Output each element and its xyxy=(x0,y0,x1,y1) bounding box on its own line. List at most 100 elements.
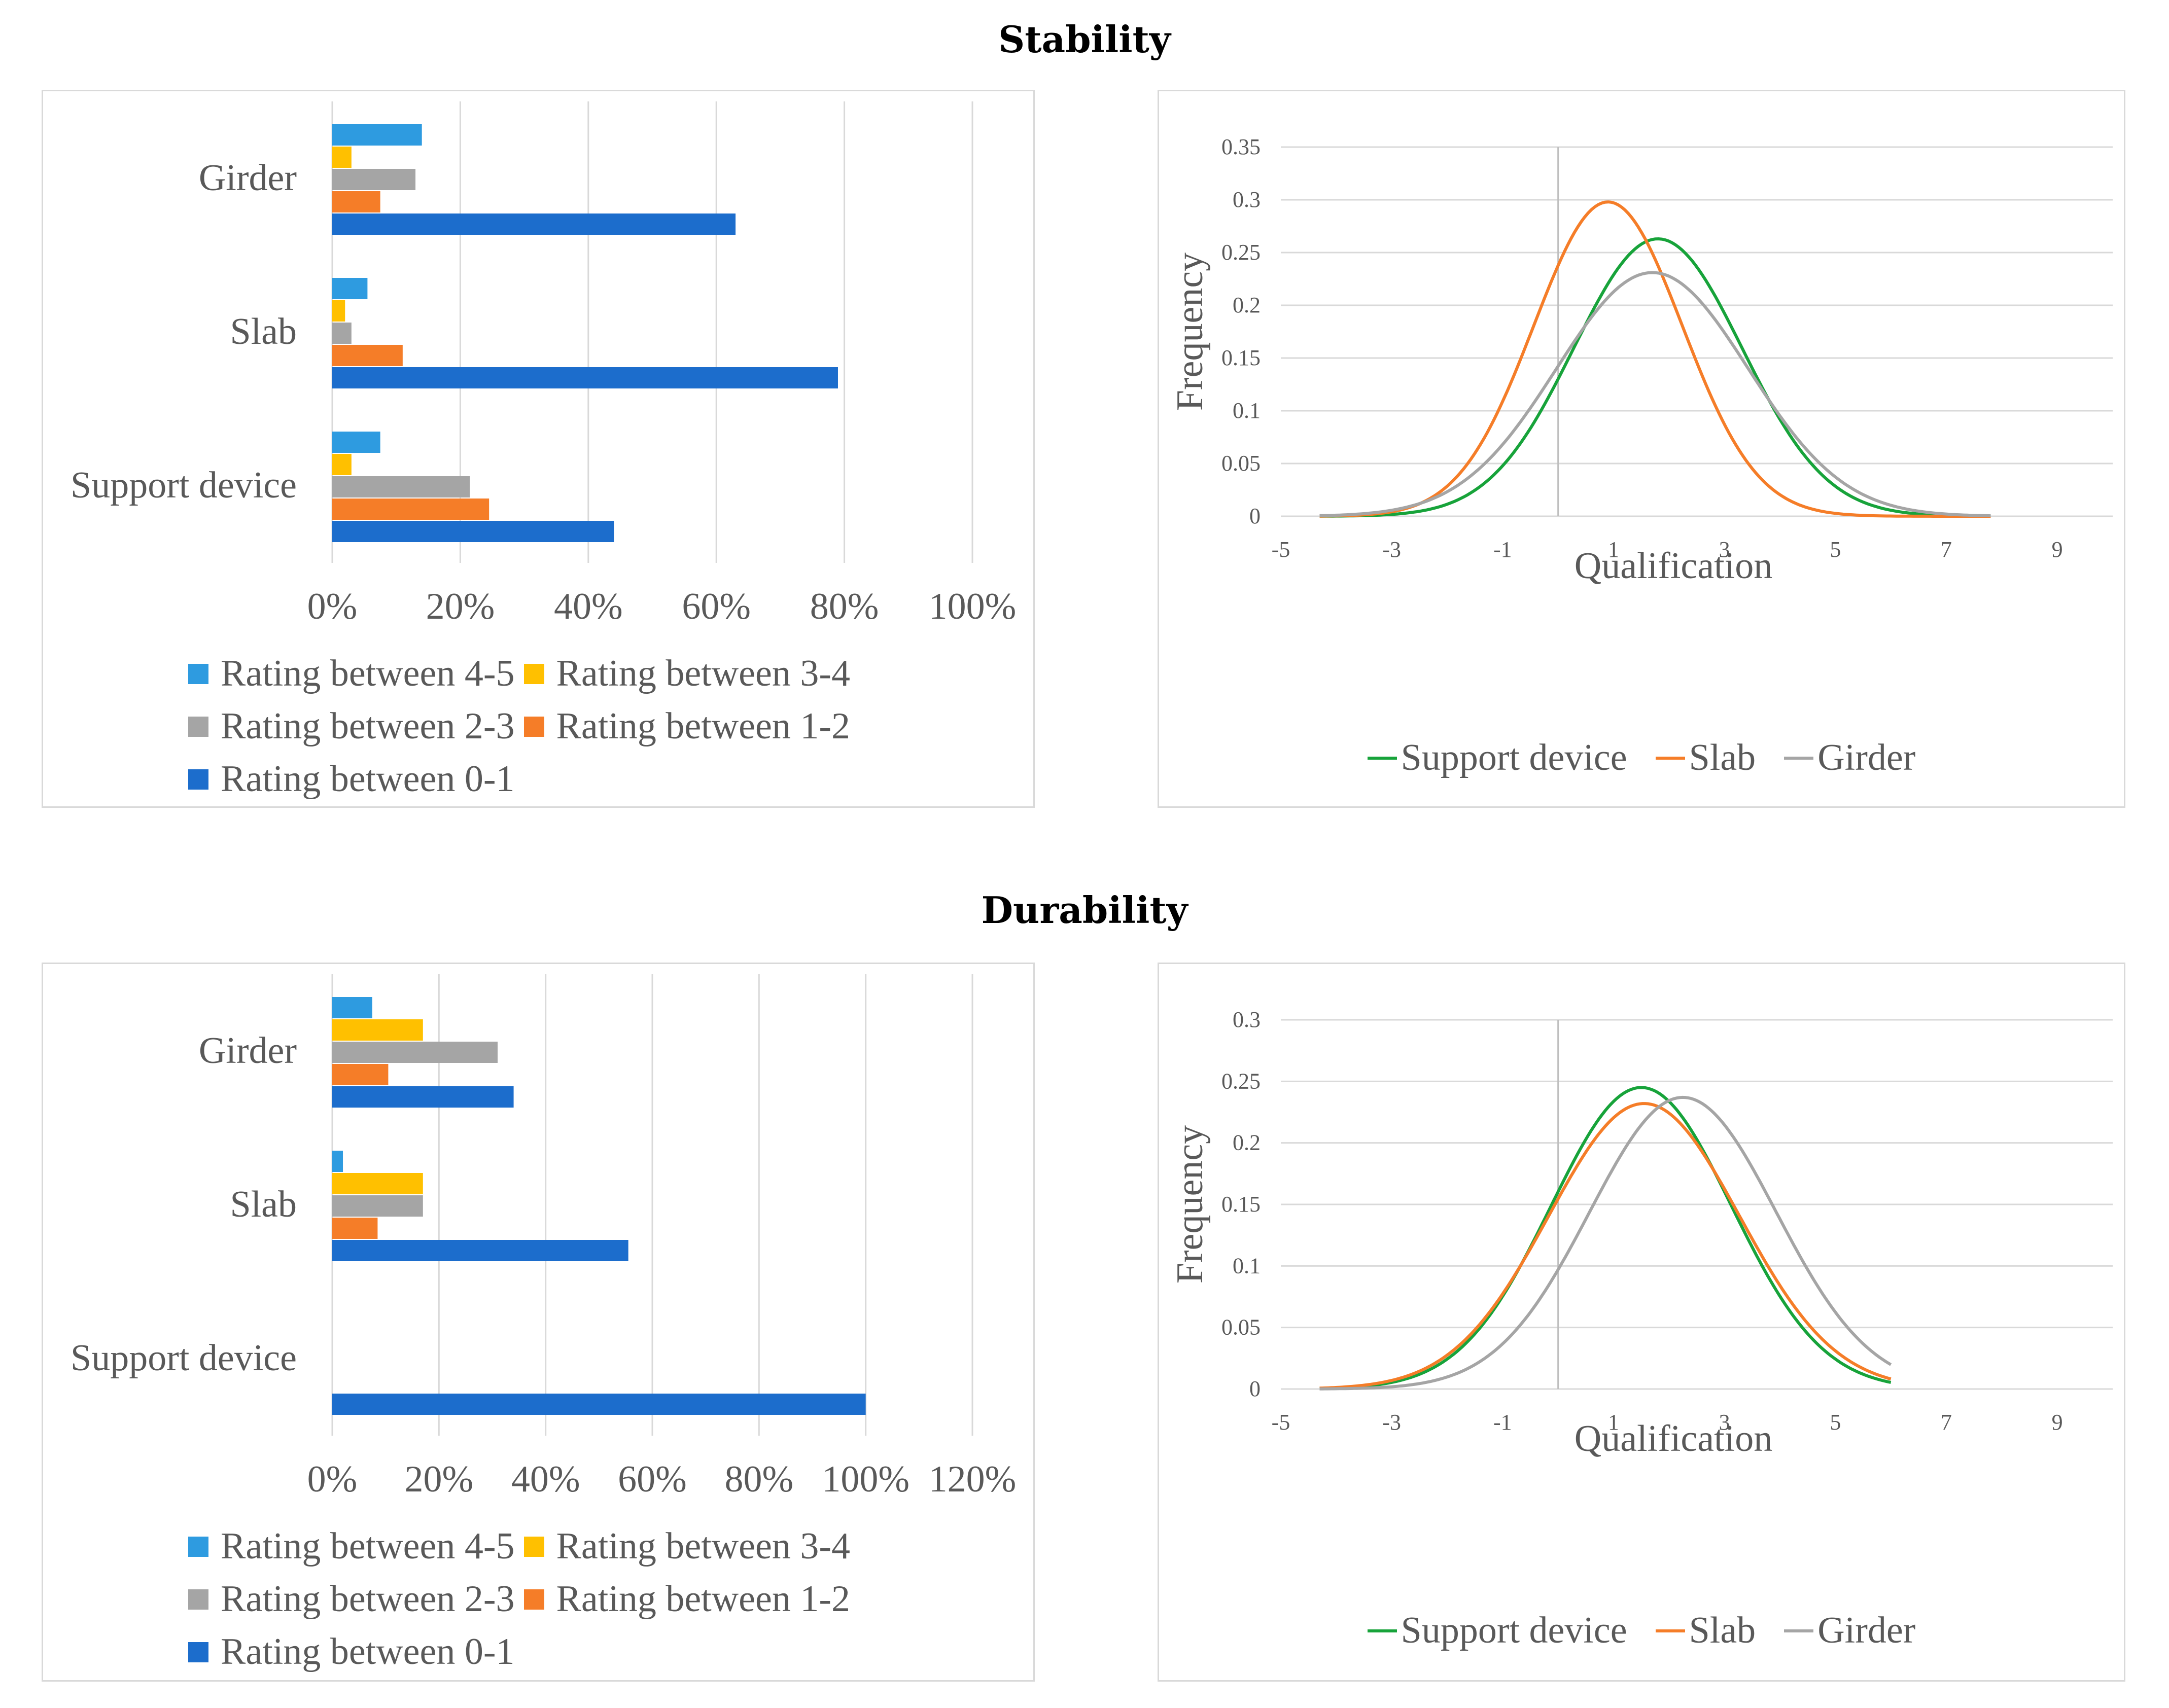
category-label: Support device xyxy=(71,1337,297,1379)
durability-bar-chart: 0% 20% 40% 60% 80% 100% 120% Girder Slab Support … xyxy=(71,974,1017,1500)
y-axis-title: Frequency xyxy=(1169,253,1211,411)
bar-rating-between-1-2 xyxy=(332,191,380,212)
legend-r12: Rating between 1-2 xyxy=(523,705,851,748)
legend-r01: Rating between 0-1 xyxy=(188,1630,515,1674)
bar-rating-between-2-3 xyxy=(332,169,416,190)
x-tick-label: 3 xyxy=(1719,1410,1730,1435)
legend-label: Rating between 2-3 xyxy=(221,1578,515,1620)
x-tick-label: -3 xyxy=(1382,537,1401,562)
bar-rating-between-3-4 xyxy=(332,454,352,475)
bar-rating-between-0-1 xyxy=(332,521,614,542)
legend-r12: Rating between 1-2 xyxy=(523,1578,851,1621)
y-tick-label: 0.15 xyxy=(1221,1192,1261,1217)
category-label: Support device xyxy=(71,465,297,506)
x-tick-label: 120% xyxy=(929,1458,1017,1500)
x-tick-label: 40% xyxy=(511,1458,580,1500)
y-tick-label: 0.3 xyxy=(1233,1007,1261,1032)
x-tick-label: 7 xyxy=(1941,1410,1952,1435)
x-tick-label: 1 xyxy=(1608,1410,1619,1435)
bar-rating-between-0-1 xyxy=(332,214,736,235)
category-label: Slab xyxy=(230,311,297,352)
legend-label: Rating between 1-2 xyxy=(556,705,851,747)
x-tick-label: 80% xyxy=(725,1458,794,1500)
bar-rating-between-4-5 xyxy=(332,124,422,146)
legend-label: Support device xyxy=(1401,737,1627,778)
x-tick-label: 100% xyxy=(822,1458,909,1500)
stability-bar-chart-panel: 0% 20% 40% 60% 80% 100% Girder Slab Support devi… xyxy=(42,90,1035,808)
stability-title: Stability xyxy=(998,18,1171,61)
legend-label: Rating between 4-5 xyxy=(221,653,515,694)
x-tick-label: -5 xyxy=(1272,1410,1290,1435)
bar-rating-between-2-3 xyxy=(332,476,470,497)
legend-row-2: Rating between 2-3 Rating between 1-2 xyxy=(188,705,859,748)
stability-line-legend: Support device Slab Girder xyxy=(1159,736,2124,779)
legend-slab: Slab xyxy=(1655,1609,1756,1652)
series-line-slab xyxy=(1319,1102,1892,1390)
legend-label: Rating between 0-1 xyxy=(221,758,515,800)
y-tick-label: 0.2 xyxy=(1233,293,1261,317)
legend-label: Rating between 3-4 xyxy=(556,653,851,694)
legend-slab: Slab xyxy=(1655,736,1756,779)
bar-rating-between-0-1 xyxy=(332,367,838,388)
legend-label: Slab xyxy=(1689,737,1756,778)
x-tick-label: 1 xyxy=(1608,537,1619,562)
y-tick-label: 0 xyxy=(1249,1376,1261,1401)
legend-row-1: Rating between 4-5 Rating between 3-4 xyxy=(188,652,859,695)
durability-line-legend: Support device Slab Girder xyxy=(1159,1609,2124,1652)
bar-rating-between-4-5 xyxy=(332,432,380,453)
x-tick-label: 9 xyxy=(2052,537,2063,562)
durability-bar-chart-panel: 0% 20% 40% 60% 80% 100% 120% Girder Slab Support … xyxy=(42,963,1035,1682)
stability-line-chart-panel: 0 0.05 0.1 0.15 0.2 0.25 0.3 0.35 -5 -3 -1 1 3 5 7 9 Qua… xyxy=(1158,90,2125,808)
x-tick-label: -1 xyxy=(1493,1410,1512,1435)
bar-rating-between-1-2 xyxy=(332,345,403,366)
legend-label: Rating between 1-2 xyxy=(556,1578,851,1620)
stability-bar-chart: 0% 20% 40% 60% 80% 100% Girder Slab Support devi… xyxy=(71,101,1016,627)
legend-label: Support device xyxy=(1401,1610,1627,1651)
legend-girder: Girder xyxy=(1784,736,1915,779)
legend-r01: Rating between 0-1 xyxy=(188,758,515,801)
legend-label: Rating between 0-1 xyxy=(221,1631,515,1673)
y-tick-label: 0 xyxy=(1249,504,1261,528)
legend-label: Slab xyxy=(1689,1610,1756,1651)
legend-r34: Rating between 3-4 xyxy=(523,1525,851,1568)
legend-support-device: Support device xyxy=(1367,1609,1627,1652)
bar-rating-between-4-5 xyxy=(332,1151,343,1172)
x-tick-label: 0% xyxy=(307,586,358,627)
bar-rating-between-3-4 xyxy=(332,1019,423,1041)
category-label: Slab xyxy=(230,1184,297,1225)
legend-row-3: Rating between 0-1 xyxy=(188,1630,524,1674)
y-tick-label: 0.05 xyxy=(1221,1315,1261,1340)
x-tick-label: 60% xyxy=(682,586,751,627)
series-line-girder xyxy=(1319,1095,1892,1391)
category-label: Girder xyxy=(199,1030,297,1072)
legend-r23: Rating between 2-3 xyxy=(188,1578,515,1621)
x-tick-label: -3 xyxy=(1382,1410,1401,1435)
legend-label: Rating between 4-5 xyxy=(221,1525,515,1567)
bar-rating-between-3-4 xyxy=(332,300,345,322)
x-tick-label: 5 xyxy=(1830,1410,1841,1435)
legend-label: Rating between 3-4 xyxy=(556,1525,851,1567)
x-tick-label: 80% xyxy=(810,586,879,627)
series-line-girder xyxy=(1319,271,1991,518)
x-tick-label: 20% xyxy=(405,1458,474,1500)
y-tick-label: 0.2 xyxy=(1233,1130,1261,1155)
legend-girder: Girder xyxy=(1784,1609,1915,1652)
x-axis-title: Qualification xyxy=(1575,545,1772,587)
y-axis-title: Frequency xyxy=(1169,1125,1211,1284)
y-tick-label: 0.15 xyxy=(1221,345,1261,370)
stability-line-chart: 0 0.05 0.1 0.15 0.2 0.25 0.3 0.35 -5 -3 -1 1 3 5 7 9 Qua… xyxy=(1169,134,2113,587)
x-tick-label: 9 xyxy=(2052,1410,2063,1435)
x-tick-label: 60% xyxy=(618,1458,687,1500)
bar-rating-between-1-2 xyxy=(332,1064,389,1085)
bar-rating-between-4-5 xyxy=(332,278,368,299)
y-tick-label: 0.1 xyxy=(1233,398,1261,423)
bar-rating-between-3-4 xyxy=(332,1173,423,1194)
bar-rating-between-2-3 xyxy=(332,1195,423,1217)
bar-rating-between-0-1 xyxy=(332,1086,514,1108)
x-tick-label: 7 xyxy=(1941,537,1952,562)
x-tick-label: 20% xyxy=(426,586,495,627)
bar-rating-between-1-2 xyxy=(332,1218,378,1239)
x-tick-label: 5 xyxy=(1830,537,1841,562)
legend-r34: Rating between 3-4 xyxy=(523,652,851,695)
y-tick-label: 0.25 xyxy=(1221,240,1261,265)
